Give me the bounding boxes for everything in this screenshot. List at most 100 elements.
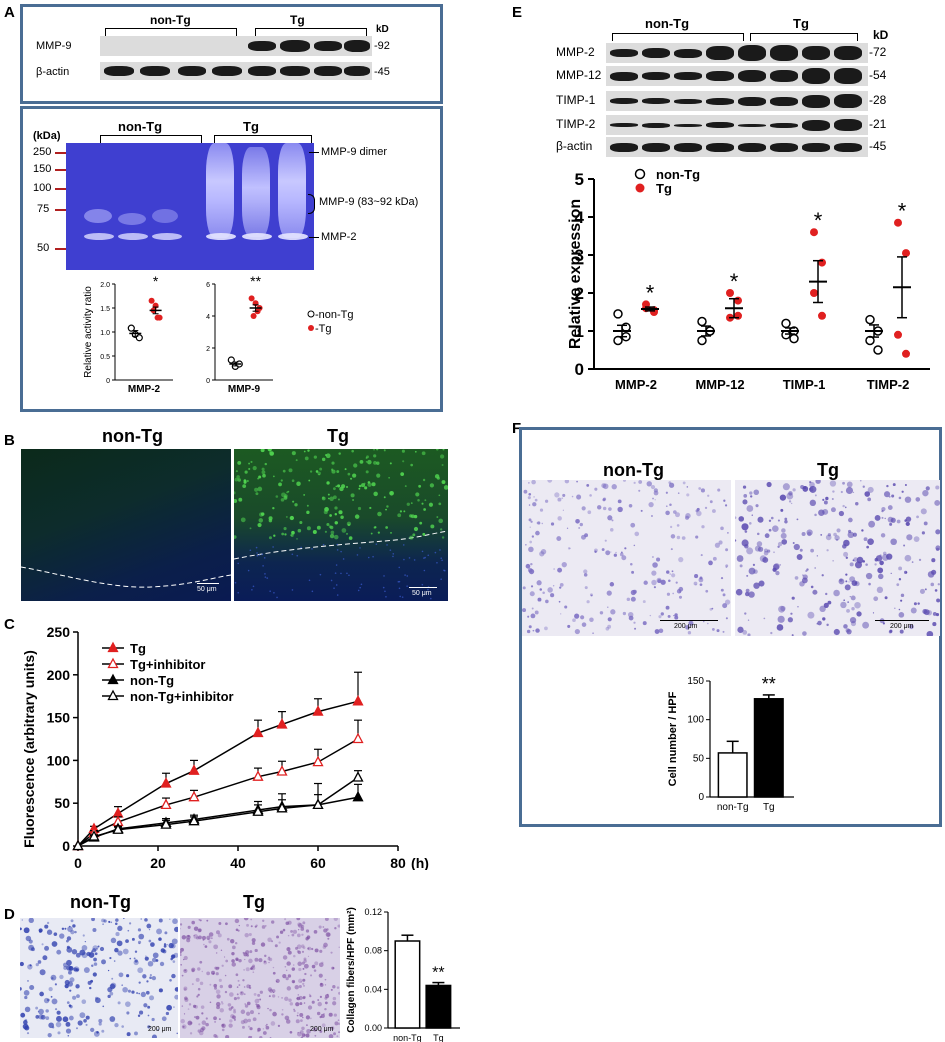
stained-cell bbox=[286, 947, 291, 952]
stained-cell bbox=[272, 994, 276, 998]
stained-cell bbox=[817, 620, 822, 626]
stained-cell bbox=[602, 506, 607, 511]
a-blot-mw: -45 bbox=[374, 66, 390, 78]
fluorescent-cell bbox=[412, 533, 416, 537]
nucleus bbox=[398, 587, 401, 590]
panel-label-e: E bbox=[512, 4, 523, 21]
e-blot-row-label: TIMP-2 bbox=[556, 117, 596, 131]
stained-cell bbox=[695, 584, 697, 586]
stained-cell bbox=[527, 615, 530, 618]
stained-cell bbox=[575, 518, 580, 524]
e-blot-mw: -21 bbox=[869, 117, 887, 131]
stained-cell bbox=[847, 531, 855, 539]
fluorescent-cell bbox=[347, 523, 351, 527]
stained-cell bbox=[718, 540, 723, 545]
stained-cell bbox=[786, 492, 794, 500]
stained-cell bbox=[320, 1013, 325, 1018]
stained-cell bbox=[180, 1018, 185, 1024]
stained-cell bbox=[328, 1034, 334, 1038]
stained-cell bbox=[144, 956, 149, 961]
fluorescent-cell bbox=[321, 457, 326, 462]
stained-cell bbox=[859, 480, 862, 482]
fluorescent-cell bbox=[275, 495, 279, 498]
stained-cell bbox=[767, 549, 771, 553]
stained-cell bbox=[248, 958, 253, 964]
data-point-nontg bbox=[697, 335, 707, 346]
stained-cell bbox=[651, 570, 657, 576]
nucleus bbox=[398, 566, 401, 569]
stained-cell bbox=[552, 585, 555, 587]
stained-cell bbox=[134, 1031, 138, 1036]
stained-cell bbox=[834, 535, 840, 541]
stained-cell bbox=[777, 545, 780, 548]
stained-cell bbox=[262, 919, 265, 922]
nucleus bbox=[340, 572, 342, 575]
stained-cell bbox=[169, 918, 171, 920]
stained-cell bbox=[642, 621, 647, 626]
stained-cell bbox=[242, 979, 245, 982]
stained-cell bbox=[556, 536, 562, 542]
fluorescent-cell bbox=[333, 487, 336, 491]
fluorescent-cell bbox=[385, 508, 387, 511]
nucleus bbox=[322, 543, 325, 546]
stained-cell bbox=[324, 1001, 328, 1005]
stained-cell bbox=[311, 1000, 315, 1004]
stained-cell bbox=[291, 979, 296, 984]
stained-cell bbox=[24, 1006, 31, 1013]
stained-cell bbox=[557, 516, 562, 521]
stained-cell bbox=[108, 920, 111, 923]
fluorescent-cell bbox=[325, 453, 331, 459]
stained-cell bbox=[564, 480, 570, 484]
stained-cell bbox=[809, 499, 817, 507]
stained-cell bbox=[28, 918, 34, 923]
stained-cell bbox=[866, 545, 870, 549]
stained-cell bbox=[193, 926, 199, 931]
y-tick-label: 150 bbox=[687, 676, 704, 687]
stained-cell bbox=[781, 539, 788, 545]
stained-cell bbox=[633, 544, 636, 547]
nucleus bbox=[404, 574, 406, 576]
stained-cell bbox=[597, 505, 602, 510]
nucleus bbox=[252, 585, 255, 588]
fluorescent-cell bbox=[406, 502, 410, 506]
stained-cell bbox=[822, 617, 826, 621]
stained-cell bbox=[915, 497, 921, 502]
fluorescent-cell bbox=[367, 482, 372, 487]
stained-cell bbox=[782, 483, 790, 491]
fluorescent-cell bbox=[386, 505, 389, 508]
fluorescent-cell bbox=[441, 536, 445, 539]
stained-cell bbox=[182, 1025, 185, 1028]
stained-cell bbox=[698, 577, 704, 583]
stained-cell bbox=[905, 521, 910, 527]
nucleus bbox=[440, 557, 443, 559]
stained-cell bbox=[205, 1022, 209, 1027]
stained-cell bbox=[250, 918, 253, 921]
stained-cell bbox=[229, 1019, 233, 1023]
stained-cell bbox=[291, 933, 295, 937]
data-point-triangle bbox=[188, 814, 200, 826]
fluorescent-cell bbox=[422, 532, 426, 536]
nucleus bbox=[439, 549, 441, 551]
fluorescent-cell bbox=[418, 484, 422, 488]
stained-cell bbox=[840, 490, 843, 494]
stained-cell bbox=[594, 548, 598, 553]
stained-cell bbox=[827, 533, 831, 537]
stained-cell bbox=[525, 543, 527, 546]
stained-cell bbox=[685, 513, 691, 519]
stained-cell bbox=[656, 557, 661, 562]
stained-cell bbox=[752, 563, 756, 567]
stained-cell bbox=[265, 1024, 267, 1027]
b-tg-title: Tg bbox=[327, 426, 349, 446]
stained-cell bbox=[638, 480, 643, 484]
panel-f-frame bbox=[519, 427, 942, 827]
stained-cell bbox=[107, 994, 111, 999]
stained-cell bbox=[898, 608, 901, 611]
y-tick-label: 2 bbox=[575, 284, 584, 303]
stained-cell bbox=[586, 600, 590, 604]
stained-cell bbox=[815, 480, 821, 484]
nucleus bbox=[427, 554, 430, 557]
stained-cell bbox=[825, 496, 829, 501]
fluorescent-cell bbox=[249, 527, 252, 530]
stained-cell bbox=[805, 569, 808, 573]
stained-cell bbox=[138, 933, 145, 940]
